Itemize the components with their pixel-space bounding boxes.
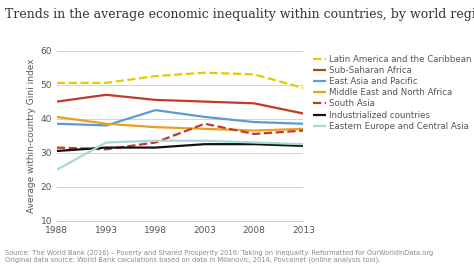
Sub-Saharan Africa bbox=[153, 98, 158, 102]
Latin America and the Caribbean bbox=[202, 71, 208, 74]
Eastern Europe and Central Asia bbox=[153, 139, 158, 142]
Sub-Saharan Africa bbox=[251, 102, 257, 105]
South Asia bbox=[301, 129, 306, 132]
Middle East and North Africa bbox=[103, 122, 109, 125]
Line: Middle East and North Africa: Middle East and North Africa bbox=[57, 117, 303, 131]
Text: Trends in the average economic inequality within countries, by world region – 19: Trends in the average economic inequalit… bbox=[5, 8, 474, 21]
Legend: Latin America and the Caribbean, Sub-Saharan Africa, East Asia and Pacific, Midd: Latin America and the Caribbean, Sub-Sah… bbox=[312, 55, 472, 131]
East Asia and Pacific bbox=[153, 109, 158, 112]
East Asia and Pacific bbox=[54, 122, 60, 125]
Middle East and North Africa bbox=[153, 126, 158, 129]
Latin America and the Caribbean bbox=[251, 73, 257, 76]
Line: South Asia: South Asia bbox=[57, 124, 303, 149]
Sub-Saharan Africa bbox=[54, 100, 60, 103]
Latin America and the Caribbean bbox=[153, 74, 158, 78]
Sub-Saharan Africa bbox=[202, 100, 208, 103]
Industrialized countries bbox=[202, 143, 208, 146]
Sub-Saharan Africa bbox=[103, 93, 109, 96]
East Asia and Pacific bbox=[251, 120, 257, 124]
Text: Source: The World Bank (2016) – Poverty and Shared Prosperity 2016: Taking on In: Source: The World Bank (2016) – Poverty … bbox=[5, 249, 433, 263]
East Asia and Pacific bbox=[301, 122, 306, 125]
Eastern Europe and Central Asia bbox=[251, 141, 257, 144]
Middle East and North Africa bbox=[202, 127, 208, 130]
Sub-Saharan Africa bbox=[301, 112, 306, 115]
East Asia and Pacific bbox=[103, 124, 109, 127]
Line: East Asia and Pacific: East Asia and Pacific bbox=[57, 110, 303, 126]
South Asia bbox=[202, 122, 208, 125]
Eastern Europe and Central Asia bbox=[202, 139, 208, 142]
Line: Eastern Europe and Central Asia: Eastern Europe and Central Asia bbox=[57, 141, 303, 170]
Y-axis label: Average within-country Gini index: Average within-country Gini index bbox=[27, 58, 36, 213]
Eastern Europe and Central Asia bbox=[301, 143, 306, 146]
Middle East and North Africa bbox=[251, 129, 257, 132]
Middle East and North Africa bbox=[54, 115, 60, 119]
South Asia bbox=[153, 141, 158, 144]
Latin America and the Caribbean bbox=[54, 81, 60, 85]
Eastern Europe and Central Asia bbox=[103, 141, 109, 144]
Eastern Europe and Central Asia bbox=[54, 168, 60, 171]
Industrialized countries bbox=[153, 146, 158, 149]
Latin America and the Caribbean bbox=[103, 81, 109, 85]
Middle East and North Africa bbox=[301, 127, 306, 130]
Latin America and the Caribbean bbox=[301, 86, 306, 90]
South Asia bbox=[251, 132, 257, 136]
South Asia bbox=[54, 146, 60, 149]
Industrialized countries bbox=[54, 149, 60, 153]
South Asia bbox=[103, 148, 109, 151]
Line: Sub-Saharan Africa: Sub-Saharan Africa bbox=[57, 95, 303, 114]
Industrialized countries bbox=[251, 143, 257, 146]
Line: Industrialized countries: Industrialized countries bbox=[57, 144, 303, 151]
Industrialized countries bbox=[103, 146, 109, 149]
Industrialized countries bbox=[301, 144, 306, 147]
Line: Latin America and the Caribbean: Latin America and the Caribbean bbox=[57, 73, 303, 88]
East Asia and Pacific bbox=[202, 115, 208, 119]
